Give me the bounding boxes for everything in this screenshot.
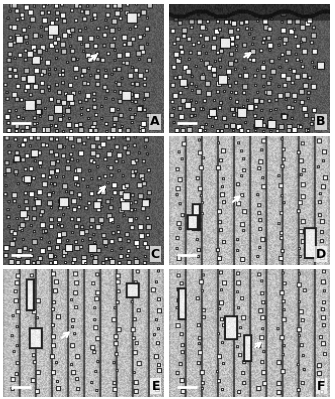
Text: C: C: [151, 247, 160, 261]
Text: D: D: [316, 247, 326, 261]
Text: B: B: [316, 115, 326, 128]
Text: E: E: [151, 379, 160, 393]
Text: F: F: [317, 379, 326, 393]
Text: A: A: [150, 115, 160, 128]
